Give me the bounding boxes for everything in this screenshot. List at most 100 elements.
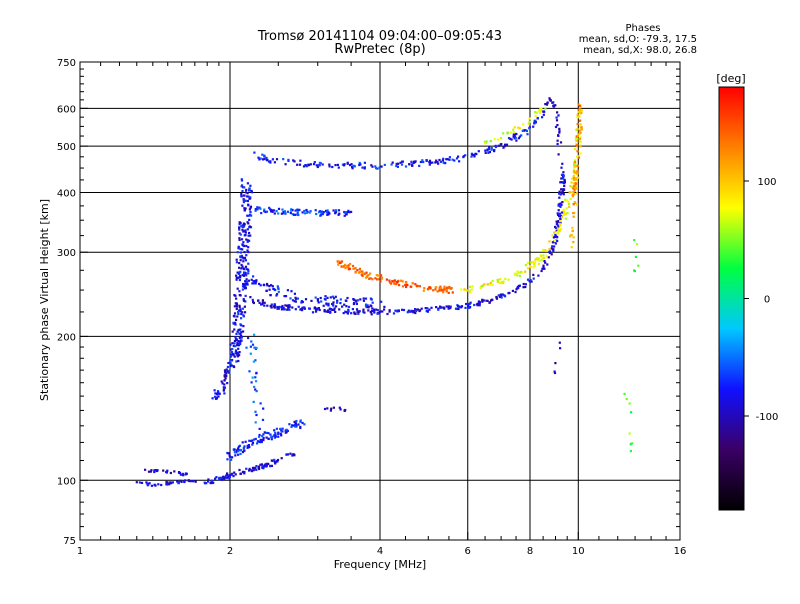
echo-point (239, 276, 242, 279)
echo-point (262, 433, 265, 436)
echo-point (545, 254, 548, 258)
echo-point (468, 285, 472, 288)
echo-point (294, 297, 297, 301)
echo-point (247, 444, 250, 447)
echo-point (263, 304, 266, 307)
echo-point (530, 280, 533, 283)
echo-point (540, 269, 543, 273)
echo-point (339, 298, 342, 301)
echo-point (509, 137, 512, 140)
echo-point (300, 301, 303, 304)
echo-point (341, 305, 344, 308)
echo-point (376, 274, 380, 277)
echo-point (238, 237, 241, 240)
echo-point (515, 288, 518, 291)
echo-point (333, 308, 336, 312)
echo-point (245, 254, 248, 257)
echo-point (345, 264, 348, 268)
echo-point (234, 350, 237, 353)
echo-point (353, 311, 356, 314)
echo-point (521, 129, 524, 132)
echo-point (331, 308, 334, 311)
echo-point (250, 214, 253, 217)
echo-point (441, 159, 444, 162)
echo-point (501, 293, 504, 296)
echo-point (411, 164, 414, 167)
echo-point (364, 297, 368, 300)
echo-point (346, 210, 349, 214)
echo-point (337, 213, 340, 216)
echo-point (491, 298, 494, 301)
echo-point (296, 163, 299, 166)
echo-point (545, 249, 548, 253)
echo-point (242, 230, 245, 233)
echo-point (302, 306, 305, 309)
echo-point (233, 355, 236, 358)
echo-point (238, 332, 241, 335)
echo-point (555, 229, 558, 232)
echo-point (580, 109, 583, 112)
echo-point (271, 285, 274, 288)
echo-point (498, 295, 502, 298)
colorbar-label: [deg] (716, 72, 745, 85)
echo-point (280, 212, 283, 215)
echo-point (264, 463, 267, 466)
echo-point (256, 442, 259, 445)
echo-point (574, 148, 577, 151)
echo-point (535, 257, 538, 260)
echo-point (299, 426, 302, 430)
echo-point (524, 264, 527, 267)
echo-point (280, 434, 283, 437)
echo-point (238, 278, 241, 282)
echo-point (232, 353, 235, 356)
echo-point (436, 161, 439, 164)
echo-point (332, 209, 335, 212)
echo-point (246, 192, 249, 195)
echo-point (439, 160, 442, 163)
echo-point (428, 163, 431, 166)
echo-point (270, 209, 273, 213)
echo-point (401, 160, 404, 163)
echo-point (244, 283, 247, 286)
echo-point (544, 261, 547, 264)
echo-point (353, 301, 356, 305)
echo-point (291, 454, 294, 457)
echo-point (246, 182, 249, 185)
echo-point (256, 440, 259, 443)
echo-point (229, 354, 232, 357)
echo-point (279, 432, 282, 435)
echo-point (145, 481, 148, 484)
echo-point (281, 208, 284, 211)
echo-point (248, 188, 251, 191)
echo-point (235, 274, 238, 277)
echo-point (355, 308, 359, 311)
echo-point (561, 162, 564, 165)
echo-point (256, 208, 259, 211)
echo-point (429, 161, 432, 164)
echo-point (297, 305, 300, 308)
echo-point (576, 155, 579, 158)
echo-point (241, 184, 244, 187)
echo-point (291, 306, 294, 309)
y-axis-label: Stationary phase Virtual Height [km] (38, 199, 51, 401)
echo-point (234, 336, 237, 339)
echo-point (346, 312, 349, 315)
echo-point (344, 263, 347, 266)
echo-point (236, 344, 239, 347)
echo-point (486, 299, 489, 302)
echo-point (445, 305, 448, 308)
echo-point (471, 154, 474, 157)
echo-point (243, 305, 246, 308)
echo-point (150, 469, 153, 472)
echo-point (542, 110, 545, 113)
echo-point (430, 306, 433, 309)
echo-point (481, 300, 484, 303)
echo-point (558, 196, 561, 199)
echo-point (421, 159, 424, 162)
echo-point (328, 165, 331, 168)
echo-point (259, 402, 262, 405)
echo-point (499, 136, 503, 140)
echo-point (515, 139, 518, 142)
echo-point (544, 249, 547, 252)
echo-point (428, 286, 431, 289)
